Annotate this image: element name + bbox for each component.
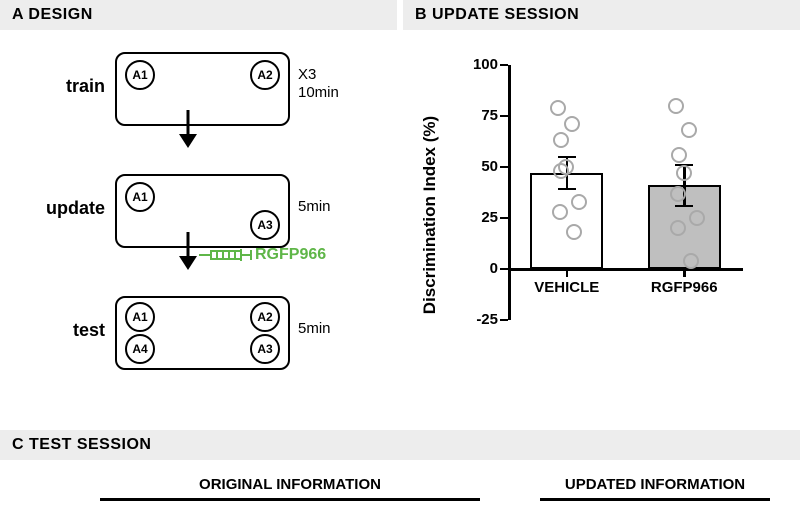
object-a3: A3 xyxy=(250,334,280,364)
data-point xyxy=(564,116,580,132)
x-label-vehicle: VEHICLE xyxy=(508,279,626,296)
panel-c: C TEST SESSION ORIGINAL INFORMATION UPDA… xyxy=(0,430,800,526)
x-label-rgfp966: RGFP966 xyxy=(626,279,744,296)
data-point xyxy=(553,132,569,148)
y-tick-label: 100 xyxy=(460,56,498,73)
arena-box: A1 A2 A4 A3 xyxy=(115,296,290,370)
object-a1: A1 xyxy=(125,182,155,212)
stage-label: test xyxy=(10,320,105,341)
data-point xyxy=(670,186,686,202)
test-note: 5min xyxy=(298,320,331,337)
data-point xyxy=(670,220,686,236)
panel-b: B UPDATE SESSION Discrimination Index (%… xyxy=(403,0,800,340)
x-tick xyxy=(683,269,686,277)
data-point xyxy=(683,253,699,269)
object-a1: A1 xyxy=(125,60,155,90)
object-a2: A2 xyxy=(250,302,280,332)
x-tick xyxy=(566,269,569,277)
syringe-annotation: RGFP966 xyxy=(197,246,326,264)
y-tick-label: 75 xyxy=(460,107,498,124)
y-tick xyxy=(500,268,508,270)
y-tick-label: 25 xyxy=(460,209,498,226)
data-point xyxy=(671,147,687,163)
panel-a-header: A DESIGN xyxy=(0,0,397,30)
train-note-2: 10min xyxy=(298,84,339,101)
arena-notch xyxy=(189,52,217,55)
data-point xyxy=(689,210,705,226)
data-point xyxy=(668,98,684,114)
subheader-updated-line xyxy=(540,498,770,501)
data-point xyxy=(676,165,692,181)
arena-box: A1 A2 xyxy=(115,52,290,126)
object-a3: A3 xyxy=(250,210,280,240)
y-tick-label: 50 xyxy=(460,158,498,175)
y-tick xyxy=(500,115,508,117)
panel-a: A DESIGN train A1 A2 X3 10min update A1 … xyxy=(0,0,397,376)
y-tick xyxy=(500,64,508,66)
subheader-original-line xyxy=(100,498,480,501)
data-point xyxy=(681,122,697,138)
data-point xyxy=(566,224,582,240)
stage-update: update A1 A3 5min xyxy=(10,170,397,254)
object-a2: A2 xyxy=(250,60,280,90)
y-tick-label: 0 xyxy=(460,260,498,277)
train-note-1: X3 xyxy=(298,66,316,83)
design-diagram: train A1 A2 X3 10min update A1 A3 5min xyxy=(0,30,397,376)
bar-chart: Discrimination Index (%) -250255075100VE… xyxy=(438,60,768,370)
arena-box: A1 A3 xyxy=(115,174,290,248)
data-point xyxy=(552,204,568,220)
subheader-updated: UPDATED INFORMATION xyxy=(540,476,770,493)
data-point xyxy=(571,194,587,210)
stage-label: train xyxy=(10,76,105,97)
data-point xyxy=(553,163,569,179)
y-tick xyxy=(500,166,508,168)
drug-label: RGFP966 xyxy=(255,246,326,263)
stage-label: update xyxy=(10,198,105,219)
y-tick xyxy=(500,319,508,321)
error-cap xyxy=(675,205,693,207)
stage-train: train A1 A2 X3 10min xyxy=(10,48,397,132)
y-axis-label: Discrimination Index (%) xyxy=(420,116,440,314)
error-cap xyxy=(558,156,576,158)
update-note: 5min xyxy=(298,198,331,215)
object-a4: A4 xyxy=(125,334,155,364)
arena-notch xyxy=(189,174,217,177)
plot-area: -250255075100VEHICLERGFP966 xyxy=(508,65,743,320)
syringe-icon xyxy=(197,246,255,264)
data-point xyxy=(550,100,566,116)
arena-notch xyxy=(189,296,217,299)
y-tick xyxy=(500,217,508,219)
stage-test: test A1 A2 A4 A3 5min xyxy=(10,292,397,376)
y-tick-label: -25 xyxy=(460,311,498,328)
subheader-row: ORIGINAL INFORMATION UPDATED INFORMATION xyxy=(0,476,800,526)
panel-b-header: B UPDATE SESSION xyxy=(403,0,800,30)
subheader-original: ORIGINAL INFORMATION xyxy=(100,476,480,493)
panel-c-header: C TEST SESSION xyxy=(0,430,800,460)
error-cap xyxy=(558,188,576,190)
object-a1: A1 xyxy=(125,302,155,332)
